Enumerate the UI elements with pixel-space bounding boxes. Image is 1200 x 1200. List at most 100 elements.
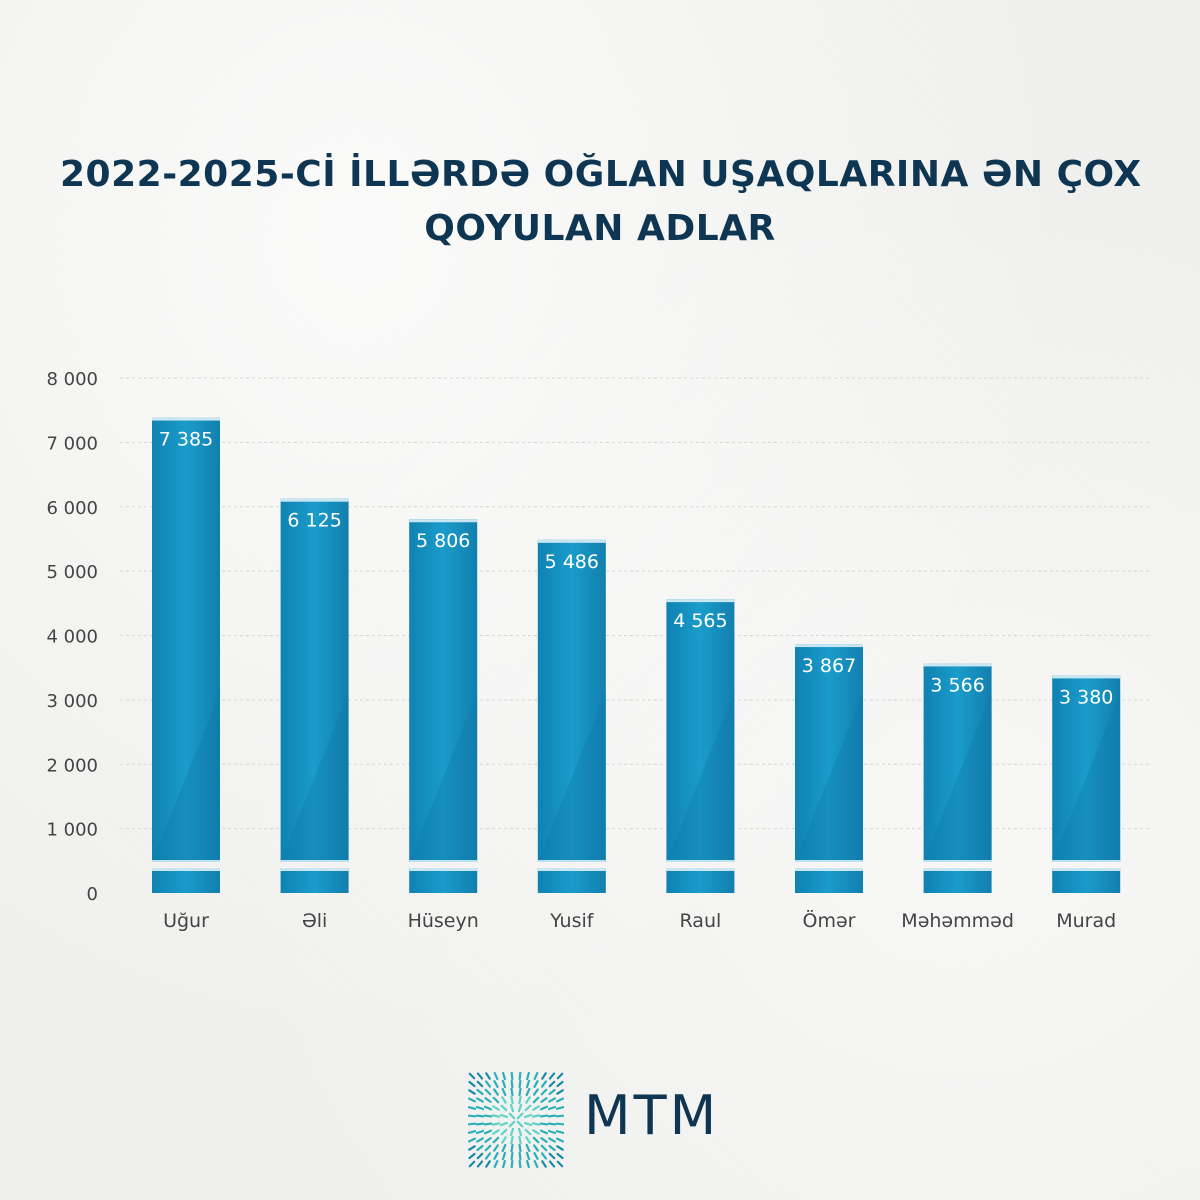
bar-base bbox=[409, 868, 478, 893]
logo-dash bbox=[548, 1144, 556, 1152]
bar-value-label: 3 566 bbox=[930, 674, 984, 696]
logo-dash bbox=[484, 1088, 492, 1096]
logo-dash bbox=[493, 1159, 499, 1168]
y-tick-label: 2 000 bbox=[46, 755, 98, 776]
logo-dash bbox=[484, 1144, 492, 1152]
logo-dash bbox=[484, 1152, 492, 1160]
logo-dash bbox=[492, 1136, 500, 1144]
logo-dash bbox=[518, 1143, 522, 1153]
logo-dash bbox=[526, 1072, 530, 1081]
logo-dash bbox=[468, 1106, 477, 1110]
logo-dash bbox=[483, 1105, 493, 1111]
logo-dash bbox=[501, 1087, 507, 1097]
logo-dash bbox=[493, 1072, 499, 1081]
bar-body bbox=[409, 519, 478, 862]
bar-cap bbox=[1052, 675, 1121, 679]
logo-dash bbox=[540, 1144, 548, 1152]
bar-value-label: 5 806 bbox=[416, 530, 470, 552]
logo-dash bbox=[531, 1122, 541, 1126]
logo-dash bbox=[509, 1127, 515, 1137]
bar-value-label: 5 486 bbox=[545, 551, 599, 573]
bar-shade bbox=[666, 692, 735, 862]
bar-base bbox=[795, 868, 863, 893]
logo-dash bbox=[539, 1122, 549, 1126]
logo-dash bbox=[475, 1122, 485, 1126]
logo-dash bbox=[523, 1113, 533, 1119]
logo-dash bbox=[525, 1096, 531, 1104]
logo-dash bbox=[532, 1096, 540, 1104]
logo-dash bbox=[547, 1129, 557, 1135]
logo-dash bbox=[539, 1105, 549, 1111]
logo-dash bbox=[517, 1103, 523, 1113]
logo-dash bbox=[533, 1072, 539, 1081]
bar-base-cap bbox=[923, 868, 992, 871]
bar-value-label: 4 565 bbox=[673, 610, 727, 632]
y-tick-label: 4 000 bbox=[46, 627, 98, 648]
bar-shade bbox=[537, 692, 606, 862]
logo-dash bbox=[500, 1128, 508, 1136]
logo-dash bbox=[531, 1114, 541, 1118]
logo-dash bbox=[483, 1129, 493, 1135]
bar bbox=[537, 539, 606, 893]
x-tick-label: Hüseyn bbox=[408, 910, 479, 932]
logo-dash bbox=[485, 1160, 491, 1168]
logo-dash bbox=[555, 1106, 564, 1110]
bar-base-cap bbox=[152, 868, 220, 871]
logo-dash bbox=[468, 1130, 477, 1134]
bar-value-label: 3 380 bbox=[1059, 686, 1113, 708]
logo-dash bbox=[539, 1129, 549, 1135]
bar-shade bbox=[152, 692, 220, 862]
bar-cap bbox=[280, 498, 349, 502]
mtm-logo-mark-icon bbox=[468, 1072, 564, 1168]
logo-dash bbox=[476, 1088, 484, 1096]
logo-dash bbox=[556, 1089, 564, 1095]
logo-dash bbox=[468, 1122, 477, 1126]
bar-body bbox=[537, 539, 606, 862]
logo-dash bbox=[555, 1130, 564, 1134]
bar-break-edge bbox=[666, 860, 735, 862]
bar-base bbox=[666, 868, 735, 893]
logo-dash bbox=[492, 1096, 500, 1104]
bar-shade bbox=[923, 692, 992, 862]
bar bbox=[409, 519, 478, 893]
logo-dash bbox=[533, 1088, 539, 1096]
logo-dash bbox=[548, 1160, 556, 1168]
bar-shade bbox=[795, 692, 863, 862]
logo-dash bbox=[476, 1144, 484, 1152]
bar-break-edge bbox=[1052, 860, 1121, 862]
y-tick-label: 5 000 bbox=[46, 562, 98, 583]
logo-dash bbox=[517, 1127, 523, 1137]
y-tick-label: 6 000 bbox=[46, 498, 98, 519]
logo-dash bbox=[493, 1080, 499, 1088]
logo-dash bbox=[518, 1087, 522, 1097]
logo-dash bbox=[468, 1137, 477, 1143]
logo-dash bbox=[533, 1080, 539, 1088]
logo-dash bbox=[518, 1159, 522, 1168]
logo-dash bbox=[518, 1095, 522, 1105]
logo-dash bbox=[468, 1080, 476, 1088]
logo-dash bbox=[475, 1129, 485, 1135]
logo-dash bbox=[555, 1137, 564, 1143]
logo-dash bbox=[533, 1144, 539, 1152]
logo-dash bbox=[510, 1135, 514, 1145]
logo-dash bbox=[510, 1072, 514, 1081]
logo-dash bbox=[525, 1087, 531, 1097]
logo-dash bbox=[518, 1072, 522, 1081]
bar-body bbox=[795, 644, 863, 862]
logo-dash bbox=[548, 1152, 556, 1160]
logo-dash bbox=[510, 1159, 514, 1168]
logo-dash bbox=[541, 1160, 547, 1168]
logo-dash bbox=[500, 1104, 508, 1112]
logo-dash bbox=[493, 1144, 499, 1152]
logo-dash bbox=[468, 1152, 476, 1160]
logo-dash bbox=[526, 1159, 530, 1168]
bar-cap bbox=[666, 599, 735, 603]
bar-body bbox=[1052, 675, 1121, 862]
logo-dash bbox=[525, 1143, 531, 1153]
logo-dash bbox=[502, 1072, 506, 1081]
x-axis: Uğur Əli Hüseyn Yusif Raul Ömər Məhəmməd Murad bbox=[163, 909, 1116, 932]
bar-base-cap bbox=[795, 868, 863, 871]
logo-dash bbox=[510, 1143, 514, 1153]
logo-dash bbox=[468, 1145, 476, 1151]
logo-dash bbox=[492, 1129, 500, 1135]
